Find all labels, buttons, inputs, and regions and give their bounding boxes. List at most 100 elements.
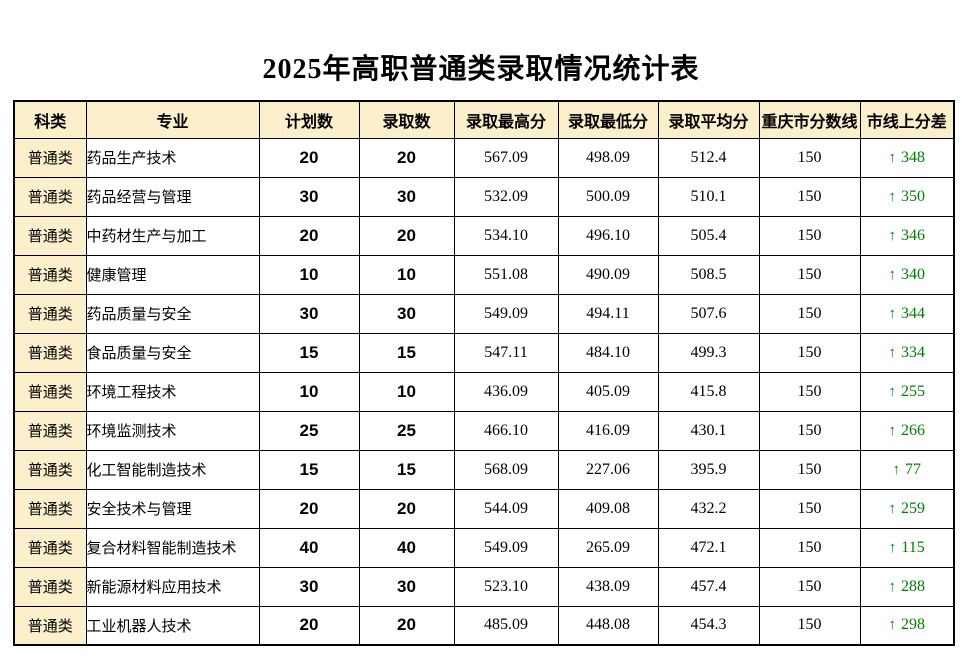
major-cell: 环境工程技术 bbox=[85, 371, 260, 412]
min-score-cell: 405.09 bbox=[557, 371, 659, 412]
max-score-cell: 485.09 bbox=[453, 605, 559, 646]
max-score-cell: 436.09 bbox=[453, 371, 559, 412]
admitted-cell: 20 bbox=[358, 137, 455, 178]
table-row: 普通类 新能源材料应用技术 30 30 523.10 438.09 457.4 … bbox=[13, 566, 955, 607]
major-cell: 健康管理 bbox=[85, 254, 260, 295]
table-row: 普通类 复合材料智能制造技术 40 40 549.09 265.09 472.1… bbox=[13, 527, 955, 568]
diff-cell: ↑ 266 bbox=[859, 410, 955, 451]
col-header-major: 专业 bbox=[85, 100, 260, 139]
table-row: 普通类 中药材生产与加工 20 20 534.10 496.10 505.4 1… bbox=[13, 215, 955, 256]
major-cell: 工业机器人技术 bbox=[85, 605, 260, 646]
city-line-cell: 150 bbox=[758, 293, 861, 334]
up-arrow-icon: ↑ bbox=[888, 266, 897, 283]
up-arrow-icon: ↑ bbox=[888, 305, 897, 322]
max-score-cell: 523.10 bbox=[453, 566, 559, 607]
col-header-city-line: 重庆市分数线 bbox=[758, 100, 861, 139]
city-line-cell: 150 bbox=[758, 371, 861, 412]
avg-score-cell: 432.2 bbox=[657, 488, 760, 529]
city-line-cell: 150 bbox=[758, 566, 861, 607]
diff-cell: ↑ 350 bbox=[859, 176, 955, 217]
category-cell: 普通类 bbox=[13, 527, 87, 568]
planned-cell: 30 bbox=[258, 566, 360, 607]
up-arrow-icon: ↑ bbox=[888, 227, 897, 244]
category-cell: 普通类 bbox=[13, 449, 87, 490]
admissions-table: 科类 专业 计划数 录取数 录取最高分 录取最低分 录取平均分 重庆市分数线 市… bbox=[13, 100, 955, 646]
city-line-cell: 150 bbox=[758, 527, 861, 568]
diff-cell: ↑ 255 bbox=[859, 371, 955, 412]
table-row: 普通类 药品经营与管理 30 30 532.09 500.09 510.1 15… bbox=[13, 176, 955, 217]
category-cell: 普通类 bbox=[13, 371, 87, 412]
planned-cell: 40 bbox=[258, 527, 360, 568]
admitted-cell: 20 bbox=[358, 605, 455, 646]
avg-score-cell: 415.8 bbox=[657, 371, 760, 412]
diff-value: 255 bbox=[901, 382, 925, 400]
diff-cell: ↑ 77 bbox=[859, 449, 955, 490]
category-cell: 普通类 bbox=[13, 605, 87, 646]
diff-value: 334 bbox=[901, 343, 925, 361]
planned-cell: 30 bbox=[258, 293, 360, 334]
category-cell: 普通类 bbox=[13, 254, 87, 295]
planned-cell: 20 bbox=[258, 488, 360, 529]
min-score-cell: 494.11 bbox=[557, 293, 659, 334]
min-score-cell: 265.09 bbox=[557, 527, 659, 568]
planned-cell: 10 bbox=[258, 254, 360, 295]
diff-value: 77 bbox=[905, 460, 921, 478]
col-header-avg-score: 录取平均分 bbox=[657, 100, 760, 139]
admitted-cell: 10 bbox=[358, 254, 455, 295]
planned-cell: 30 bbox=[258, 176, 360, 217]
col-header-admitted: 录取数 bbox=[358, 100, 455, 139]
max-score-cell: 547.11 bbox=[453, 332, 559, 373]
col-header-max-score: 录取最高分 bbox=[453, 100, 559, 139]
admitted-cell: 25 bbox=[358, 410, 455, 451]
table-row: 普通类 安全技术与管理 20 20 544.09 409.08 432.2 15… bbox=[13, 488, 955, 529]
up-arrow-icon: ↑ bbox=[888, 578, 897, 595]
avg-score-cell: 508.5 bbox=[657, 254, 760, 295]
up-arrow-icon: ↑ bbox=[888, 500, 897, 517]
city-line-cell: 150 bbox=[758, 137, 861, 178]
page-title: 2025年高职普通类录取情况统计表 bbox=[262, 54, 700, 85]
diff-cell: ↑ 115 bbox=[859, 527, 955, 568]
diff-cell: ↑ 298 bbox=[859, 605, 955, 646]
avg-score-cell: 512.4 bbox=[657, 137, 760, 178]
table-row: 普通类 药品质量与安全 30 30 549.09 494.11 507.6 15… bbox=[13, 293, 955, 334]
category-cell: 普通类 bbox=[13, 176, 87, 217]
category-cell: 普通类 bbox=[13, 137, 87, 178]
up-arrow-icon: ↑ bbox=[888, 539, 897, 556]
planned-cell: 15 bbox=[258, 449, 360, 490]
city-line-cell: 150 bbox=[758, 449, 861, 490]
up-arrow-icon: ↑ bbox=[892, 461, 901, 478]
min-score-cell: 227.06 bbox=[557, 449, 659, 490]
diff-cell: ↑ 340 bbox=[859, 254, 955, 295]
diff-value: 344 bbox=[901, 304, 925, 322]
major-cell: 环境监测技术 bbox=[85, 410, 260, 451]
major-cell: 化工智能制造技术 bbox=[85, 449, 260, 490]
city-line-cell: 150 bbox=[758, 605, 861, 646]
table-row: 普通类 药品生产技术 20 20 567.09 498.09 512.4 150… bbox=[13, 137, 955, 178]
planned-cell: 20 bbox=[258, 137, 360, 178]
diff-value: 348 bbox=[901, 148, 925, 166]
col-header-above-line-diff: 市线上分差 bbox=[859, 100, 955, 139]
up-arrow-icon: ↑ bbox=[888, 383, 897, 400]
up-arrow-icon: ↑ bbox=[888, 617, 897, 634]
up-arrow-icon: ↑ bbox=[888, 188, 897, 205]
admitted-cell: 20 bbox=[358, 488, 455, 529]
diff-cell: ↑ 288 bbox=[859, 566, 955, 607]
min-score-cell: 484.10 bbox=[557, 332, 659, 373]
category-cell: 普通类 bbox=[13, 293, 87, 334]
table-row: 普通类 工业机器人技术 20 20 485.09 448.08 454.3 15… bbox=[13, 605, 955, 646]
min-score-cell: 416.09 bbox=[557, 410, 659, 451]
major-cell: 药品生产技术 bbox=[85, 137, 260, 178]
admitted-cell: 15 bbox=[358, 449, 455, 490]
city-line-cell: 150 bbox=[758, 254, 861, 295]
city-line-cell: 150 bbox=[758, 332, 861, 373]
admitted-cell: 30 bbox=[358, 176, 455, 217]
table-row: 普通类 化工智能制造技术 15 15 568.09 227.06 395.9 1… bbox=[13, 449, 955, 490]
admitted-cell: 40 bbox=[358, 527, 455, 568]
max-score-cell: 551.08 bbox=[453, 254, 559, 295]
up-arrow-icon: ↑ bbox=[888, 422, 897, 439]
diff-value: 288 bbox=[901, 577, 925, 595]
major-cell: 药品质量与安全 bbox=[85, 293, 260, 334]
category-cell: 普通类 bbox=[13, 488, 87, 529]
avg-score-cell: 472.1 bbox=[657, 527, 760, 568]
diff-value: 115 bbox=[901, 538, 925, 556]
